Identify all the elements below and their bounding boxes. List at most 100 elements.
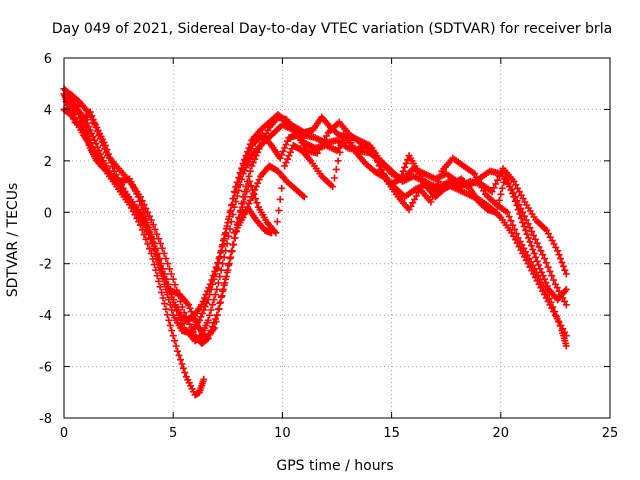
data-point: [436, 172, 444, 180]
data-point: [255, 176, 263, 184]
data-point: [332, 165, 340, 173]
data-point: [520, 222, 528, 230]
data-point: [156, 240, 164, 248]
data-point: [539, 251, 547, 259]
data-point: [247, 182, 255, 190]
data-point: [283, 155, 291, 163]
data-point: [495, 172, 503, 180]
data-point: [278, 151, 286, 159]
y-tick-label: 2: [44, 155, 52, 170]
data-point: [192, 318, 200, 326]
y-axis-title: SDTVAR / TECUs: [5, 183, 21, 298]
data-point: [197, 313, 205, 321]
data-point: [222, 273, 230, 281]
data-point: [396, 175, 404, 183]
data-point: [252, 183, 260, 191]
data-point: [233, 183, 241, 191]
data-point: [147, 234, 155, 242]
data-point: [246, 196, 254, 204]
data-point: [179, 364, 187, 372]
data-point: [503, 208, 511, 216]
data-point: [219, 285, 227, 293]
data-point: [86, 126, 94, 134]
data-point: [550, 276, 558, 284]
data-point: [228, 247, 236, 255]
data-point: [91, 136, 99, 144]
data-point: [217, 266, 225, 274]
data-point: [160, 300, 168, 308]
data-point: [218, 292, 226, 300]
data-point: [562, 285, 570, 293]
data-point: [562, 342, 570, 350]
data-point: [398, 171, 406, 179]
data-point: [523, 230, 531, 238]
data-point: [248, 162, 256, 170]
data-point: [96, 150, 104, 158]
data-point: [207, 306, 215, 314]
data-point: [535, 243, 543, 251]
data-point: [507, 186, 515, 194]
axis-ticks: 0 5 10 15 20 25 -8 -6 -4 -2 0 2 4 6: [39, 52, 618, 441]
data-point: [253, 199, 261, 207]
y-tick-label: 6: [44, 52, 52, 67]
data-point: [556, 322, 564, 330]
data-point: [225, 260, 233, 268]
data-point: [552, 312, 560, 320]
data-point: [152, 266, 160, 274]
data-point: [235, 174, 243, 182]
data-point: [275, 207, 283, 215]
data-point: [432, 183, 440, 191]
x-tick-label: 0: [60, 426, 68, 441]
data-point: [537, 247, 545, 255]
data-point: [170, 296, 178, 304]
data-point: [224, 219, 232, 227]
data-point: [147, 216, 155, 224]
data-point: [276, 154, 284, 162]
data-point: [84, 131, 92, 139]
data-point: [543, 282, 551, 290]
data-points: [60, 85, 570, 399]
data-point: [212, 263, 220, 271]
data-point: [531, 235, 539, 243]
data-point: [153, 230, 161, 238]
data-point: [254, 179, 262, 187]
data-point: [214, 259, 222, 267]
data-point: [526, 238, 534, 246]
data-point: [249, 189, 257, 197]
data-point: [215, 305, 223, 313]
data-point: [300, 193, 308, 201]
data-point: [146, 212, 154, 220]
data-point: [199, 297, 207, 305]
data-point: [200, 375, 208, 383]
data-point: [561, 266, 569, 274]
data-point: [168, 327, 176, 335]
data-point: [219, 237, 227, 245]
data-point: [495, 196, 503, 204]
data-point: [171, 337, 179, 345]
data-point: [175, 351, 183, 359]
data-point: [225, 213, 233, 221]
data-point: [395, 176, 403, 184]
data-point: [227, 253, 235, 261]
data-point: [187, 308, 195, 316]
y-tick-label: 0: [44, 206, 52, 221]
data-point: [283, 137, 291, 145]
data-point: [107, 159, 115, 167]
data-point: [86, 139, 94, 147]
data-point: [519, 219, 527, 227]
data-point: [528, 228, 536, 236]
x-tick-label: 20: [493, 426, 510, 441]
data-point: [252, 152, 260, 160]
data-point: [279, 147, 287, 155]
data-point: [285, 152, 293, 160]
data-point: [83, 119, 91, 127]
data-point: [508, 189, 516, 197]
data-point: [559, 262, 567, 270]
data-point: [221, 231, 229, 239]
data-point: [165, 316, 173, 324]
data-point: [195, 316, 203, 324]
data-point: [530, 249, 538, 257]
data-point: [241, 193, 249, 201]
